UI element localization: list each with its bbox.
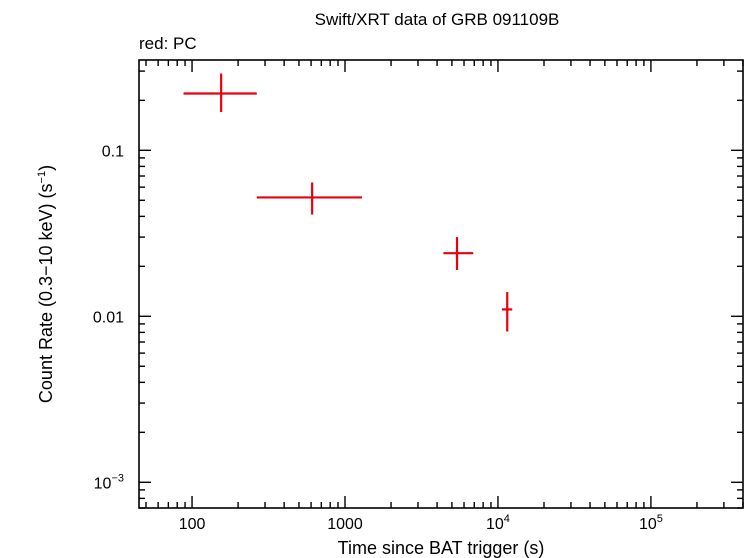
data-point — [501, 292, 513, 332]
x-tick-label-base: 10 — [486, 516, 504, 533]
y-axis-label-exponent: −1 — [36, 171, 48, 184]
data-point — [443, 237, 474, 271]
y-tick-label-base: 0.01 — [93, 309, 124, 326]
chart-title: Swift/XRT data of GRB 091109B — [315, 10, 560, 29]
x-tick-label: 104 — [486, 513, 510, 533]
y-tick-label: 0.1 — [102, 143, 124, 160]
x-tick-label: 105 — [639, 513, 663, 533]
x-tick-label: 100 — [179, 516, 206, 533]
legend-label: red: PC — [139, 34, 197, 53]
x-tick-label-exponent: 5 — [657, 513, 663, 525]
x-axis-label: Time since BAT trigger (s) — [338, 538, 545, 558]
data-points — [183, 73, 513, 332]
y-tick-label: 10−3 — [94, 472, 124, 492]
x-tick-label: 1000 — [327, 516, 363, 533]
y-axis-label: Count Rate (0.3−10 keV) (s−1) — [36, 165, 56, 403]
y-axis-label-close: ) — [36, 165, 56, 171]
x-tick-label-base: 10 — [639, 516, 657, 533]
data-point — [183, 73, 257, 113]
x-tick-label-exponent: 4 — [504, 513, 510, 525]
y-tick-label-base: 0.1 — [102, 143, 124, 160]
y-tick-label: 0.01 — [93, 309, 124, 326]
data-point — [256, 182, 362, 215]
y-tick-label-exponent: −3 — [111, 472, 124, 484]
x-tick-label-base: 100 — [179, 516, 206, 533]
axis-ticks — [139, 60, 744, 509]
plot-frame — [138, 59, 744, 509]
x-tick-label-base: 1000 — [327, 516, 363, 533]
y-axis-label-main: Count Rate (0.3−10 keV) (s — [36, 183, 56, 403]
y-tick-label-base: 10 — [94, 475, 112, 492]
